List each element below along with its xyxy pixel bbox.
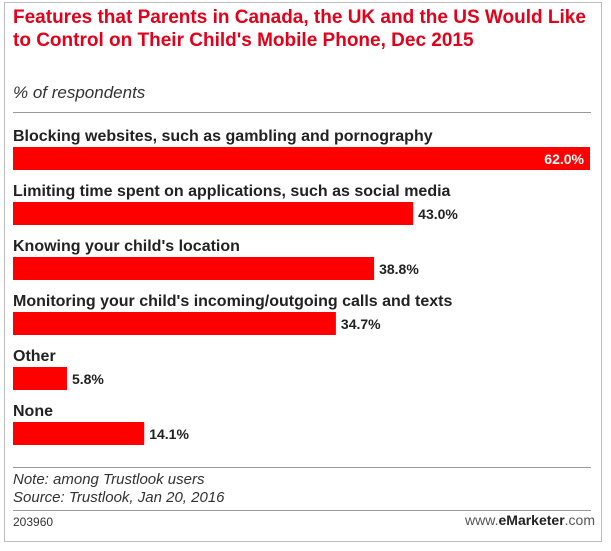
value-label: 43.0% (418, 206, 458, 222)
value-label: 34.7% (341, 316, 381, 332)
category-label: None (13, 403, 53, 420)
footer-divider (13, 510, 591, 511)
brand-suffix: .com (564, 512, 595, 528)
category-label: Monitoring your child's incoming/outgoin… (13, 293, 452, 310)
value-label: 14.1% (149, 426, 189, 442)
brand-name: eMarketer (498, 512, 565, 528)
top-divider (13, 112, 591, 113)
value-label: 5.8% (72, 371, 104, 387)
bar (13, 257, 375, 280)
bar (13, 367, 67, 390)
category-label: Limiting time spent on applications, suc… (13, 183, 451, 200)
category-label: Other (13, 348, 56, 365)
chart-id: 203960 (13, 515, 54, 529)
value-label: 62.0% (544, 151, 584, 167)
brand-prefix: www. (465, 512, 499, 528)
chart-source: Source: Trustlook, Jan 20, 2016 (13, 489, 225, 506)
bottom-divider (13, 467, 591, 468)
chart-note: Note: among Trustlook users (13, 471, 205, 488)
bar (13, 422, 145, 445)
bar (13, 312, 336, 335)
emarketer-logo[interactable]: www.eMarketer.com (465, 512, 595, 528)
category-label: Blocking websites, such as gambling and … (13, 128, 433, 145)
chart-title: Features that Parents in Canada, the UK … (13, 7, 586, 51)
bar (13, 147, 590, 170)
category-label: Knowing your child's location (13, 238, 240, 255)
chart-subtitle: % of respondents (13, 83, 146, 102)
value-label: 38.8% (379, 261, 419, 277)
bar (13, 202, 414, 225)
